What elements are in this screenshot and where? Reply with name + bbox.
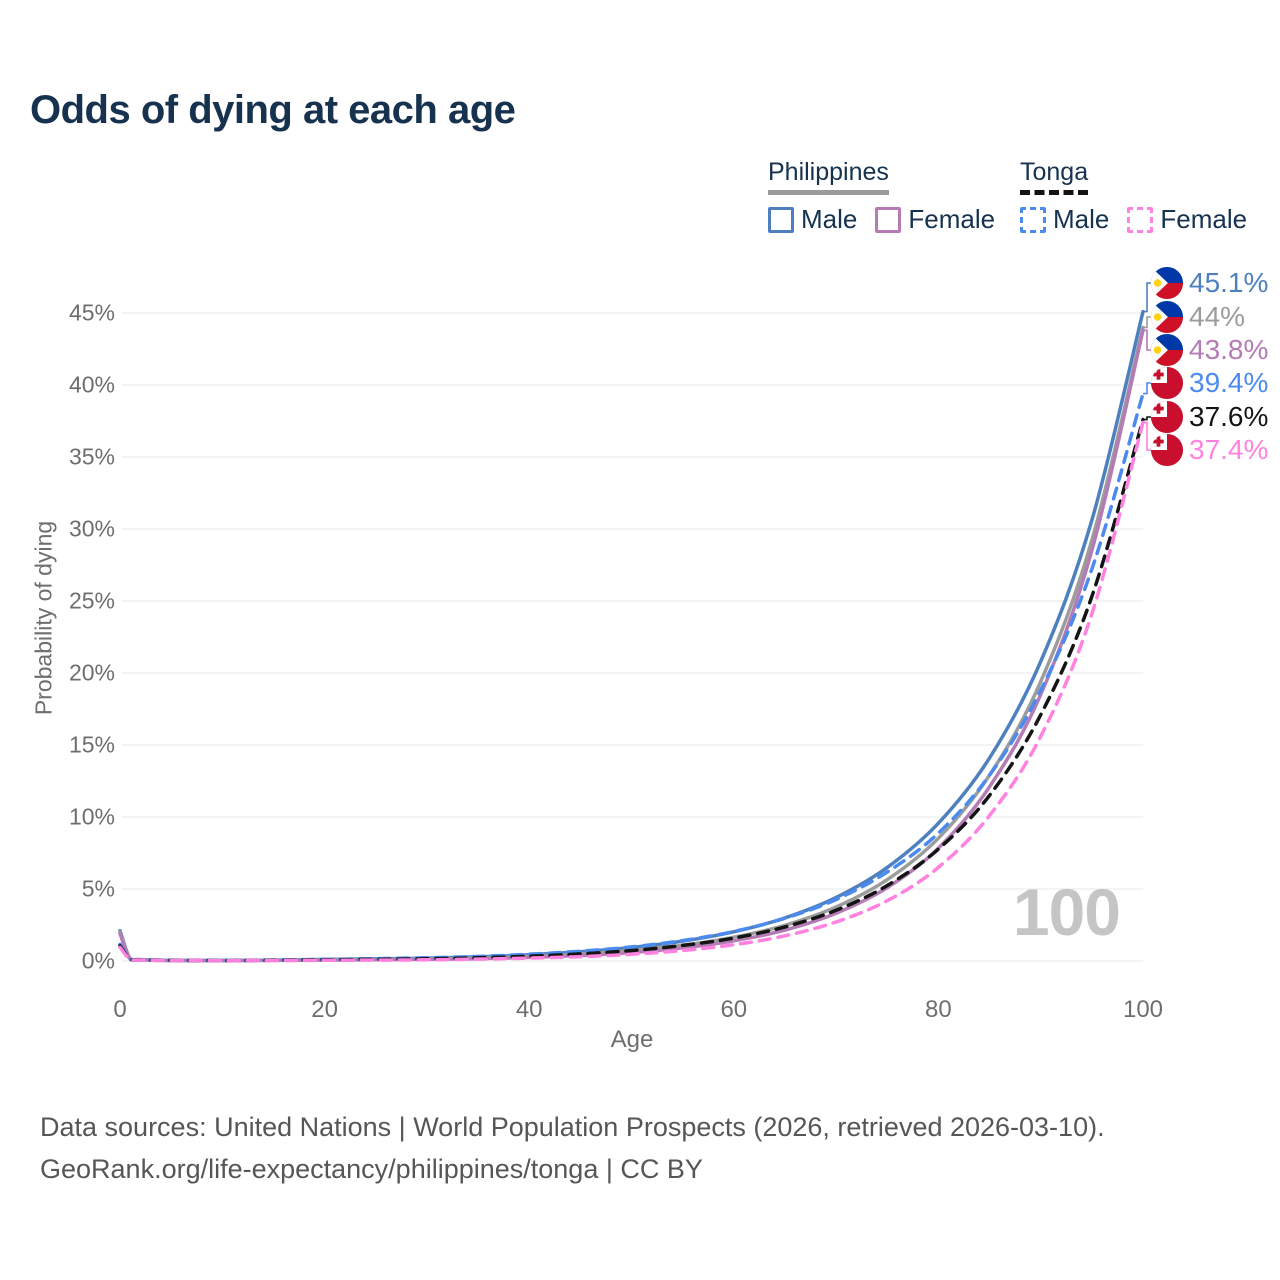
legend-group-title: Tonga [1020, 158, 1089, 195]
y-tick-label: 10% [68, 803, 115, 830]
end-label-value: 37.6% [1189, 401, 1269, 432]
end-label-value: 44% [1189, 301, 1246, 332]
y-tick-label: 20% [68, 659, 115, 686]
legend-group-philippines: Philippines Male Female [768, 158, 995, 235]
philippines-flag-icon [1150, 300, 1184, 334]
series-line-philippines-female [118, 328, 1145, 963]
legend-item-philippines-female: Female [875, 204, 995, 235]
legend-swatch-icon [875, 206, 902, 233]
end-label-tonga-male: 39.4% [1150, 366, 1268, 400]
legend-swatch-icon [1020, 206, 1046, 233]
end-label-value: 37.4% [1189, 434, 1269, 465]
end-label-leader [1143, 282, 1152, 313]
x-tick-label: 100 [1122, 996, 1164, 1023]
x-tick-label: 0 [113, 996, 127, 1023]
y-axis-title: Probability of dying [30, 520, 57, 716]
end-label-leader [1143, 316, 1152, 329]
end-label-value: 43.8% [1189, 334, 1269, 365]
legend-item-philippines-male: Male [768, 204, 857, 235]
legend-item-label: Male [1053, 204, 1110, 234]
legend-item-label: Male [801, 204, 858, 234]
tonga-flag-icon [1150, 366, 1184, 400]
philippines-flag-icon [1150, 333, 1184, 367]
page-title: Odds of dying at each age [30, 88, 516, 132]
end-label-value: 39.4% [1189, 367, 1269, 398]
series-line-tonga-female [118, 420, 1145, 963]
legend-item-label: Female [1160, 204, 1248, 234]
end-label-philippines-male: 45.1% [1150, 266, 1268, 300]
y-tick-label: 15% [68, 731, 115, 758]
footer-sources-line: Data sources: United Nations | World Pop… [40, 1112, 1105, 1142]
end-label-tonga-female: 37.4% [1150, 433, 1268, 467]
x-tick-label: 80 [925, 996, 952, 1023]
x-tick-label: 20 [311, 996, 338, 1023]
end-label-leader [1143, 421, 1152, 451]
y-tick-label: 0% [81, 947, 115, 974]
series-line-tonga-male [118, 391, 1145, 963]
legend-item-tonga-female: Female [1127, 204, 1247, 235]
legend-item-label: Female [908, 204, 996, 234]
end-label-leader [1143, 416, 1152, 421]
legend-items-row: Male Female [1020, 204, 1247, 235]
y-tick-label: 30% [68, 515, 115, 542]
y-tick-label: 35% [68, 443, 115, 470]
legend-swatch-icon [1127, 206, 1154, 233]
footer: Data sources: United Nations | World Pop… [40, 1106, 1105, 1190]
x-tick-label: 60 [720, 996, 748, 1023]
legend-swatch-icon [768, 206, 794, 233]
y-tick-label: 40% [68, 371, 115, 398]
x-tick-label: 40 [515, 996, 543, 1023]
tonga-flag-icon [1150, 433, 1184, 467]
legend-group-tonga: Tonga Male Female [1020, 158, 1247, 235]
end-label-leader [1143, 382, 1152, 395]
series-line-philippines-male [118, 309, 1145, 963]
tonga-flag-icon [1150, 400, 1184, 434]
age-watermark: 100 [1012, 875, 1121, 949]
philippines-flag-icon [1150, 266, 1184, 300]
legend-item-tonga-male: Male [1020, 204, 1109, 235]
y-tick-label: 25% [68, 587, 115, 614]
end-label-tonga-both: 37.6% [1150, 400, 1268, 434]
end-label-value: 45.1% [1189, 267, 1269, 298]
series-line-tonga-both [118, 417, 1145, 963]
end-label-philippines-female: 43.8% [1150, 333, 1268, 367]
series-line-philippines-both [118, 325, 1145, 963]
end-label-philippines-both: 44% [1150, 300, 1245, 334]
legend-group-title: Philippines [768, 158, 889, 195]
end-label-leader [1143, 329, 1152, 351]
x-axis-title: Age [610, 1026, 654, 1053]
legend-items-row: Male Female [768, 204, 995, 235]
footer-attribution-line: GeoRank.org/life-expectancy/philippines/… [40, 1154, 703, 1184]
y-tick-label: 45% [68, 299, 115, 326]
y-tick-label: 5% [81, 875, 115, 902]
